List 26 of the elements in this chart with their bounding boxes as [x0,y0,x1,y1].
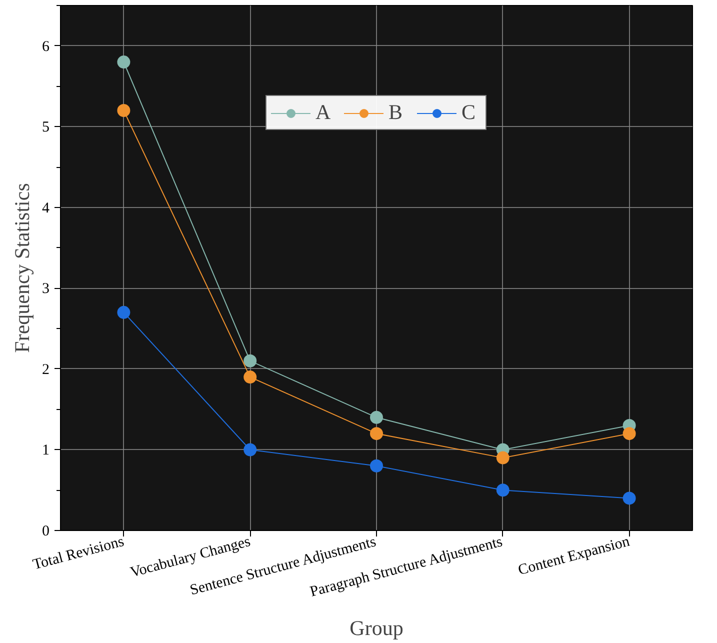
y-axis-title: Frequency Statistics [10,183,34,353]
y-tick-label: 0 [42,524,50,540]
legend-label: B [388,100,404,125]
y-tick-label: 4 [42,200,50,216]
y-tick-label: 2 [42,362,50,378]
point [117,56,130,69]
point [244,354,257,368]
point [370,459,383,472]
point [496,484,510,497]
point [496,451,510,464]
y-tick-label: 6 [42,38,50,55]
point [117,306,130,319]
x-axis-title: Group [350,616,404,640]
point [117,104,130,117]
point [370,427,383,440]
y-tick-label: 5 [42,120,50,136]
point [370,410,383,424]
legend-label: C [462,100,477,125]
point [622,427,636,440]
y-tick-label: 1 [42,442,50,459]
point [622,492,636,505]
point [244,443,257,456]
point [244,370,257,384]
y-tick-label: 3 [42,281,50,298]
x-tick-label: Content Expansion [516,534,632,579]
legend-label: A [316,100,332,125]
